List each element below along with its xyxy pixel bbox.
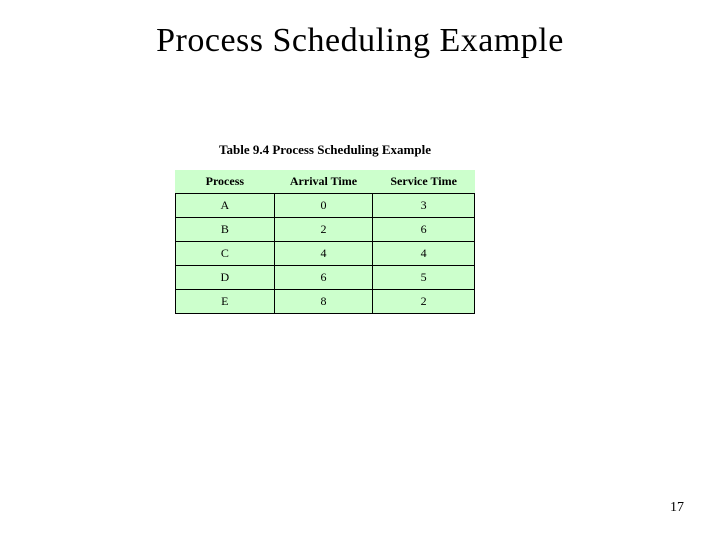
cell-arrival: 0 bbox=[274, 194, 373, 218]
cell-process: E bbox=[176, 290, 275, 314]
cell-arrival: 8 bbox=[274, 290, 373, 314]
cell-service: 4 bbox=[373, 242, 475, 266]
cell-process: C bbox=[176, 242, 275, 266]
cell-process: B bbox=[176, 218, 275, 242]
col-header-process: Process bbox=[176, 170, 275, 194]
table-row: D 6 5 bbox=[176, 266, 475, 290]
cell-process: A bbox=[176, 194, 275, 218]
cell-service: 2 bbox=[373, 290, 475, 314]
page-number: 17 bbox=[670, 500, 684, 516]
cell-arrival: 4 bbox=[274, 242, 373, 266]
cell-arrival: 6 bbox=[274, 266, 373, 290]
scheduling-table: Process Arrival Time Service Time A 0 3 … bbox=[175, 170, 475, 314]
slide: Process Scheduling Example Table 9.4 Pro… bbox=[0, 0, 720, 540]
cell-service: 6 bbox=[373, 218, 475, 242]
cell-arrival: 2 bbox=[274, 218, 373, 242]
table-row: C 4 4 bbox=[176, 242, 475, 266]
table-row: A 0 3 bbox=[176, 194, 475, 218]
cell-service: 3 bbox=[373, 194, 475, 218]
table-block: Table 9.4 Process Scheduling Example Pro… bbox=[175, 142, 475, 314]
table-caption: Table 9.4 Process Scheduling Example bbox=[175, 142, 475, 158]
table-row: E 8 2 bbox=[176, 290, 475, 314]
table-row: B 2 6 bbox=[176, 218, 475, 242]
cell-process: D bbox=[176, 266, 275, 290]
slide-title: Process Scheduling Example bbox=[0, 22, 720, 60]
col-header-arrival: Arrival Time bbox=[274, 170, 373, 194]
cell-service: 5 bbox=[373, 266, 475, 290]
col-header-service: Service Time bbox=[373, 170, 475, 194]
table-header-row: Process Arrival Time Service Time bbox=[176, 170, 475, 194]
